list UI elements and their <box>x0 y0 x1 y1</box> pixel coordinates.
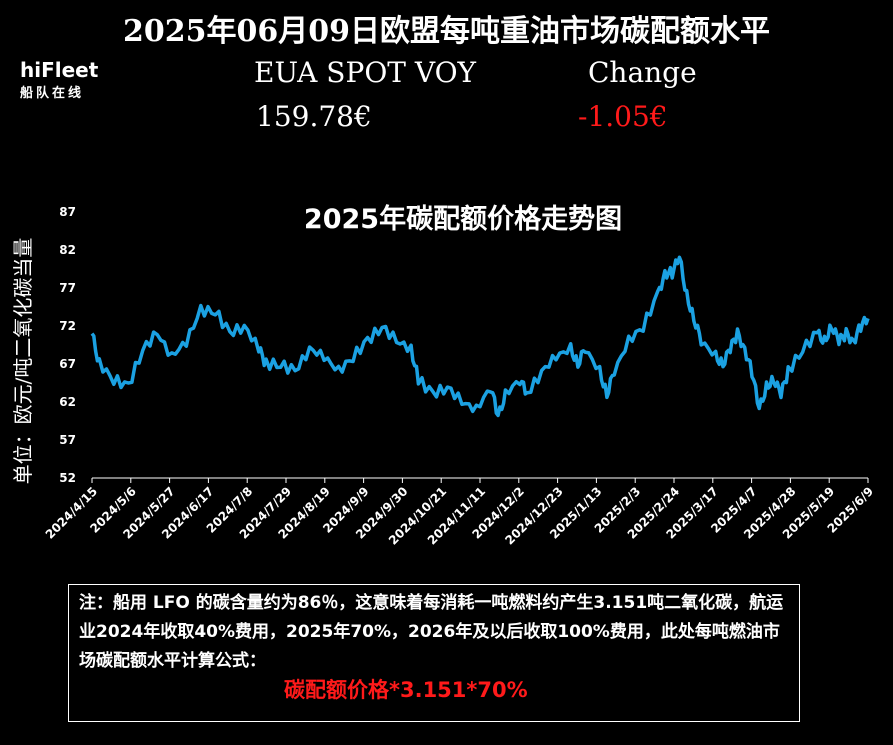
price-series-line <box>90 255 870 418</box>
note-text: 注：船用 LFO 的碳含量约为86％，这意味着每消耗一吨燃料约产生3.151吨二… <box>79 593 784 671</box>
y-tick-label: 57 <box>59 433 76 447</box>
y-tick-label: 67 <box>59 357 76 371</box>
change-label: Change <box>588 56 697 89</box>
note-box: 注：船用 LFO 的碳含量约为86％，这意味着每消耗一吨燃料约产生3.151吨二… <box>68 584 800 722</box>
y-tick-label: 87 <box>59 205 76 219</box>
y-tick-label: 72 <box>59 319 76 333</box>
page-title: 2025年06月09日欧盟每吨重油市场碳配额水平 <box>123 14 770 49</box>
formula-text: 碳配额价格*3.151*70% <box>284 678 528 702</box>
change-value: -1.05€ <box>578 100 668 133</box>
y-axis-label: 单位：欧元/吨二氧化碳当量 <box>11 238 35 485</box>
y-tick-label: 77 <box>59 281 76 295</box>
metric-value: 159.78€ <box>256 100 372 133</box>
y-tick-label: 82 <box>59 243 76 257</box>
hifleet-logo: hiFleet 船队在线 <box>20 58 99 101</box>
chart-title: 2025年碳配额价格走势图 <box>304 203 622 235</box>
x-tick-label: 2024/4/15 <box>43 484 100 541</box>
metric-label: EUA SPOT VOY <box>254 56 477 89</box>
y-tick-label: 52 <box>59 471 76 485</box>
y-tick-label: 62 <box>59 395 76 409</box>
